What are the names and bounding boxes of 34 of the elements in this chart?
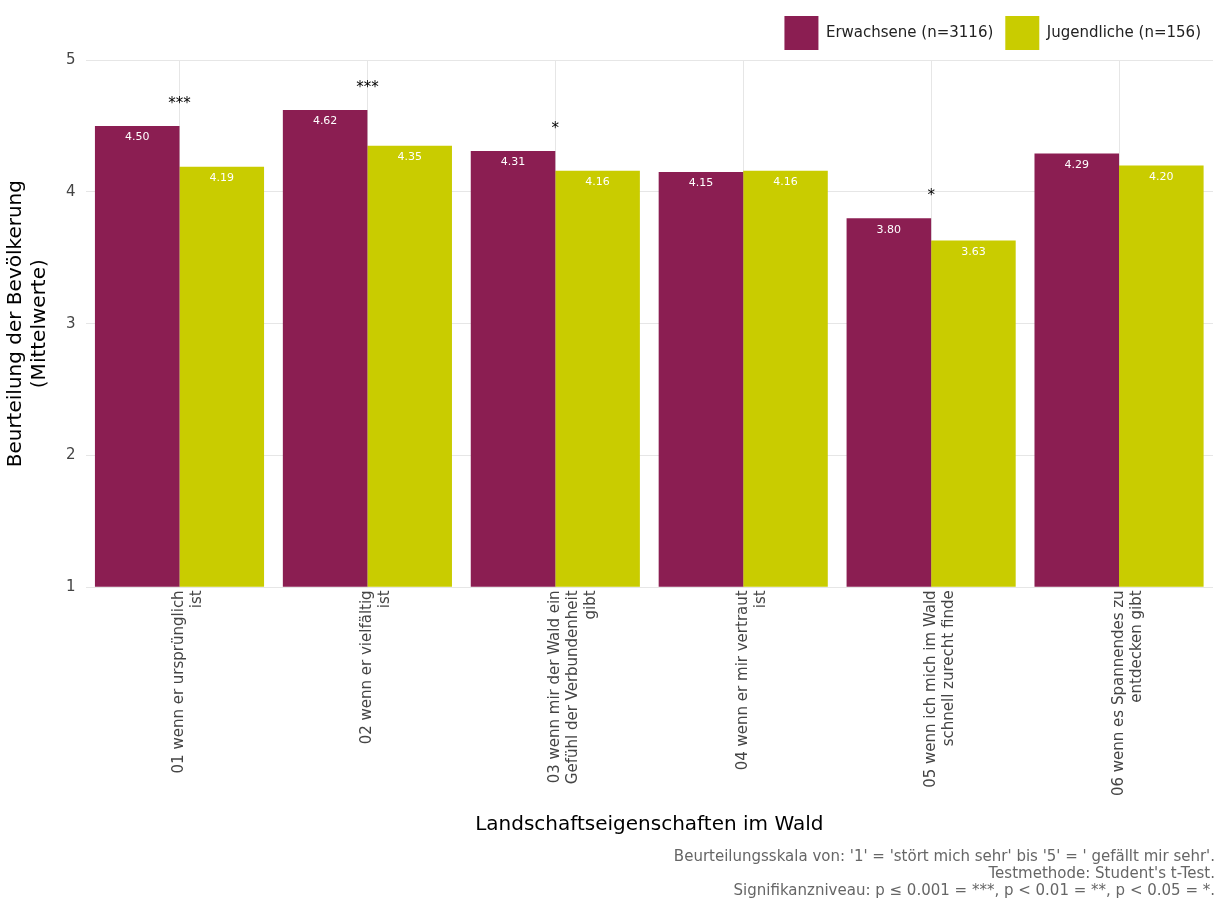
data-label: 4.16 (585, 175, 610, 189)
data-label: 4.31 (500, 155, 526, 169)
x-tick-label: 04 wenn er mir vertraut ist (733, 590, 770, 771)
data-label: 4.15 (688, 176, 714, 190)
x-tick-label: 02 wenn er vielfältig ist (357, 590, 394, 745)
text: Signifikanzniveau: p ≤ 0.001 = ***, p < 0.01 = **, p < 0.05 = *. (733, 881, 1215, 900)
x-tick-label: 03 wenn mir der Wald ein Gefühl der Verbundenheit gibt (545, 590, 600, 785)
y-tick-label: 4 (66, 181, 76, 200)
data-label: 4.50 (124, 130, 150, 144)
annotation: *** (168, 93, 192, 112)
y-tick-label: 3 (66, 313, 76, 332)
x-tick-label: 05 wenn ich mich im Wald schnell zurecht finde (921, 590, 958, 788)
data-label: 4.62 (312, 114, 338, 128)
data-label: 3.80 (876, 222, 902, 236)
data-label: 4.20 (1149, 169, 1174, 183)
annotation: *** (356, 77, 380, 96)
data-label: 3.63 (961, 244, 986, 258)
annotation: * (927, 186, 936, 205)
legend-label: Jugendliche (n=156) (1045, 22, 1202, 41)
data-label: 4.16 (773, 175, 798, 189)
legend-label: Erwachsene (n=3116) (825, 22, 994, 41)
data-label: 4.19 (209, 171, 235, 185)
y-axis-title: Beurteilung der Bevölkerung (Mittelwerte) (2, 180, 51, 468)
data-label: 4.35 (397, 150, 422, 164)
x-tick-label: 01 wenn er ursprünglich ist (169, 590, 206, 774)
x-tick-label: 06 wenn es Spannendes zu entdecken gibt (1108, 590, 1145, 797)
y-tick-label: 2 (66, 445, 76, 464)
text: Testmethode: Student's t-Test. (987, 864, 1215, 883)
y-tick-label: 5 (66, 49, 76, 68)
y-tick-label: 1 (66, 577, 76, 596)
annotation: * (551, 118, 560, 137)
text: Beurteilungsskala von: '1' = 'stört mich sehr' bis '5' = ' gefällt mir sehr'. (673, 847, 1215, 866)
data-label: 4.29 (1064, 157, 1090, 171)
x-axis-title: Landschaftseigenschaften im Wald (475, 811, 824, 836)
